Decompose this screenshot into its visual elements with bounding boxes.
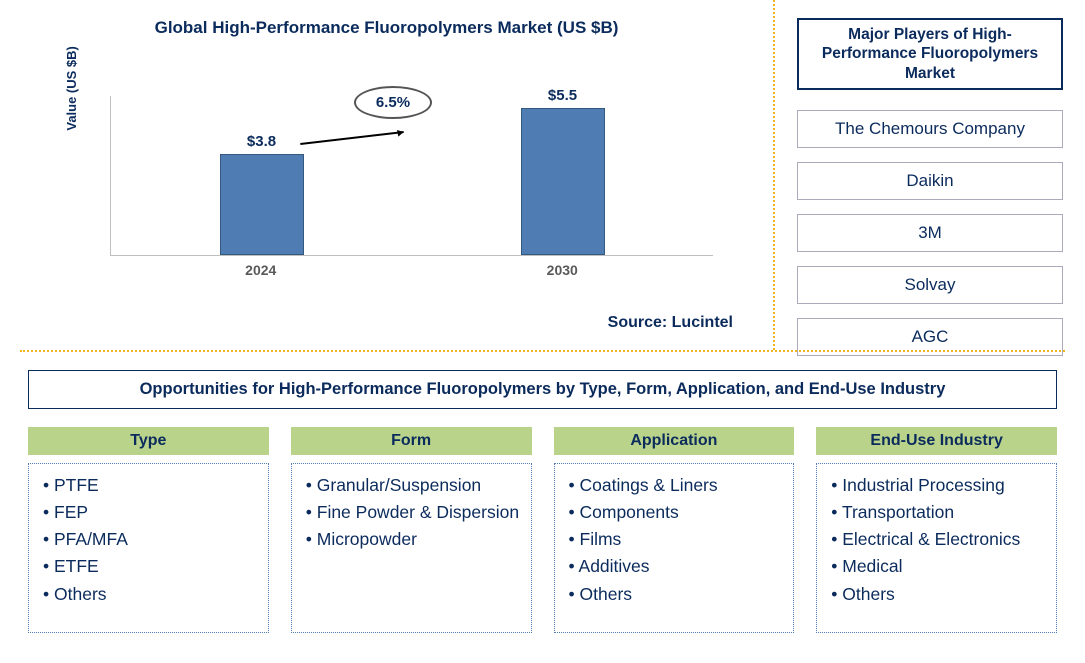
opportunity-column: Application Coatings & LinersComponentsFi… <box>554 427 795 633</box>
player-item: Daikin <box>797 162 1063 200</box>
opportunity-item: Micropowder <box>306 526 523 553</box>
opportunity-column: Type PTFEFEPPFA/MFAETFEOthers <box>28 427 269 633</box>
bar <box>521 108 605 255</box>
opportunity-item: Others <box>43 581 260 608</box>
opportunity-item: Industrial Processing <box>831 472 1048 499</box>
y-axis-label: Value (US $B) <box>64 46 79 131</box>
opportunity-item: Others <box>569 581 786 608</box>
bar-value-label: $3.8 <box>247 133 276 150</box>
top-region: Global High-Performance Fluoropolymers M… <box>0 0 1085 350</box>
opportunities-region: Opportunities for High-Performance Fluor… <box>0 352 1085 633</box>
opportunity-item: Medical <box>831 553 1048 580</box>
player-item: 3M <box>797 214 1063 252</box>
opportunity-item: PFA/MFA <box>43 526 260 553</box>
opportunity-item: ETFE <box>43 553 260 580</box>
chart-panel: Global High-Performance Fluoropolymers M… <box>0 0 775 350</box>
bars-row: $3.8$5.5 <box>110 96 713 256</box>
player-item: AGC <box>797 318 1063 356</box>
opportunity-column: End-Use Industry Industrial ProcessingTra… <box>816 427 1057 633</box>
opportunity-item: Films <box>569 526 786 553</box>
opportunity-item: Transportation <box>831 499 1048 526</box>
opportunity-column: Form Granular/SuspensionFine Powder & Dis… <box>291 427 532 633</box>
opportunity-item: Others <box>831 581 1048 608</box>
bar-value-label: $5.5 <box>548 87 577 104</box>
opportunity-item: PTFE <box>43 472 260 499</box>
players-panel: Major Players of High-Performance Fluoro… <box>775 0 1085 350</box>
player-item: Solvay <box>797 266 1063 304</box>
opportunity-header: Type <box>28 427 269 455</box>
opportunity-list: Granular/SuspensionFine Powder & Dispers… <box>291 463 532 633</box>
x-axis-labels: 2024 2030 <box>110 262 713 278</box>
opportunity-header: Application <box>554 427 795 455</box>
opportunity-item: Components <box>569 499 786 526</box>
players-list: The Chemours Company Daikin 3M Solvay AGC <box>797 110 1063 356</box>
opportunity-item: Coatings & Liners <box>569 472 786 499</box>
x-tick-label: 2030 <box>512 262 612 278</box>
x-tick-label: 2024 <box>211 262 311 278</box>
opportunity-header: Form <box>291 427 532 455</box>
chart-title: Global High-Performance Fluoropolymers M… <box>20 18 753 38</box>
player-item: The Chemours Company <box>797 110 1063 148</box>
bar-chart: Value (US $B) 6.5% $3.8$5.5 20242030 <box>110 56 713 256</box>
bar-group: $3.8 <box>212 133 312 255</box>
opportunity-header: End-Use Industry <box>816 427 1057 455</box>
opportunities-columns: TypePTFEFEPPFA/MFAETFEOthersFormGranular… <box>28 427 1057 633</box>
opportunity-list: PTFEFEPPFA/MFAETFEOthers <box>28 463 269 633</box>
opportunity-list: Coatings & LinersComponentsFilmsAdditive… <box>554 463 795 633</box>
opportunity-item: Additives <box>569 553 786 580</box>
bar <box>220 154 304 255</box>
opportunity-item: Fine Powder & Dispersion <box>306 499 523 526</box>
players-title: Major Players of High-Performance Fluoro… <box>797 18 1063 90</box>
opportunity-list: Industrial ProcessingTransportationElect… <box>816 463 1057 633</box>
opportunity-item: FEP <box>43 499 260 526</box>
source-label: Source: Lucintel <box>608 314 733 332</box>
bar-group: $5.5 <box>513 87 613 255</box>
opportunity-item: Granular/Suspension <box>306 472 523 499</box>
opportunity-item: Electrical & Electronics <box>831 526 1048 553</box>
opportunities-title: Opportunities for High-Performance Fluor… <box>28 370 1057 409</box>
